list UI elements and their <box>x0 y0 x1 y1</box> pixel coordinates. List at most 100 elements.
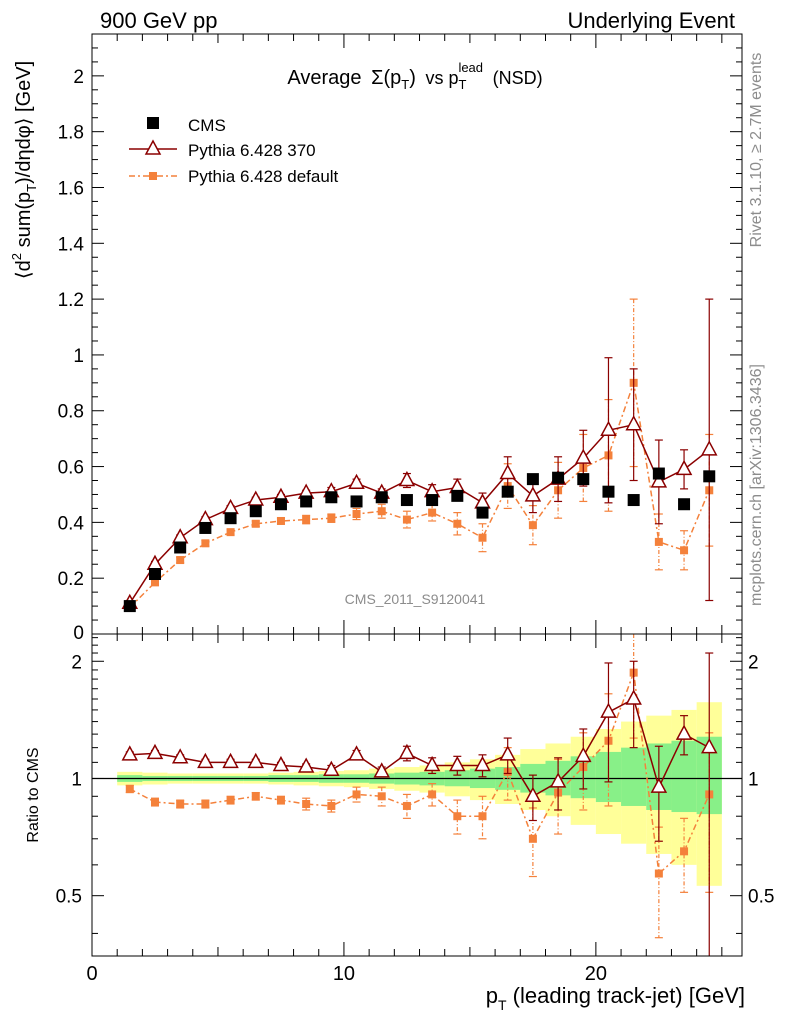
data-point-square <box>402 801 411 810</box>
data-point-triangle <box>247 752 265 769</box>
data-point-square <box>300 495 313 508</box>
data-point-square <box>302 515 311 524</box>
data-point-triangle <box>398 470 416 487</box>
data-point-square <box>428 508 437 517</box>
data-point-triangle <box>449 755 466 772</box>
data-point-square <box>251 792 260 801</box>
data-point-square <box>226 796 235 805</box>
data-point-triangle <box>474 755 491 772</box>
data-point-triangle <box>650 472 668 488</box>
series-line <box>129 382 710 609</box>
xtick-label: 0 <box>86 963 97 985</box>
data-point-triangle <box>398 743 416 760</box>
data-point-triangle <box>549 772 567 788</box>
data-point-triangle <box>272 755 290 772</box>
legend-cms-marker <box>147 117 159 129</box>
data-point-triangle <box>524 786 542 803</box>
data-point-triangle <box>575 448 592 464</box>
header-left: 900 GeV pp <box>100 8 217 33</box>
title-sigma-close: ) <box>409 67 416 89</box>
data-point-square <box>602 485 615 498</box>
data-point-triangle <box>675 724 693 740</box>
series-line <box>129 672 710 875</box>
lower-ytick-label-right: 1 <box>748 769 759 790</box>
data-point-square <box>654 869 663 878</box>
upper-ytick-label: 2 <box>73 67 84 88</box>
data-point-square <box>526 473 539 486</box>
upper-ytick-label: 1.2 <box>58 290 84 311</box>
title-sigma: Σ(p <box>371 67 401 89</box>
data-point-square <box>276 516 285 525</box>
data-point-triangle <box>423 755 441 772</box>
data-point-triangle <box>197 752 214 769</box>
title-vs-sub: T <box>458 77 466 92</box>
upper-ytick-label: 1.4 <box>58 234 85 255</box>
title-sigma-sub: T <box>401 77 409 92</box>
data-point-square <box>226 528 235 537</box>
upper-ytick-label: 0.6 <box>58 458 84 479</box>
lower-ytick-label-right: 2 <box>748 652 759 673</box>
data-point-square <box>123 600 136 613</box>
data-point-square <box>249 505 262 518</box>
data-point-square <box>375 491 388 504</box>
upper-panel: 0.20.40.60.811.21.41.61.820 Average Σ(pT… <box>9 33 743 644</box>
data-point-triangle <box>171 528 189 544</box>
data-point-square <box>125 784 134 793</box>
title-vs-sup: lead <box>458 60 483 75</box>
upper-ytick-label: 0.8 <box>58 402 84 423</box>
data-point-square <box>428 790 437 799</box>
data-point-square <box>703 470 716 483</box>
data-point-square <box>377 507 386 516</box>
data-point-triangle <box>171 748 189 764</box>
data-point-triangle <box>700 440 718 456</box>
data-point-square <box>174 541 187 554</box>
data-point-square <box>251 519 260 528</box>
data-point-triangle <box>121 745 139 761</box>
data-point-triangle <box>650 777 668 793</box>
data-point-square <box>654 537 663 546</box>
data-point-square <box>400 494 413 507</box>
data-point-square <box>680 546 689 555</box>
legend-py370-marker <box>144 139 162 155</box>
data-point-triangle <box>625 689 642 705</box>
data-point-square <box>201 799 210 808</box>
upper-ytick-label: 1.6 <box>58 178 84 199</box>
data-point-square <box>327 801 336 810</box>
data-point-square <box>627 494 640 507</box>
data-point-square <box>325 491 338 504</box>
legend-cms-label: CMS <box>188 116 226 135</box>
upper-ytick-label: 1.8 <box>58 123 84 144</box>
legend: CMS Pythia 6.428 370 Pythia 6.428 defaul… <box>129 116 339 186</box>
data-point-triangle <box>146 743 164 760</box>
data-point-square <box>577 473 590 486</box>
xtick-label: 20 <box>585 963 607 985</box>
rivet-label: Rivet 3.1.10, ≥ 2.7M events <box>748 53 765 248</box>
data-point-square <box>150 578 159 587</box>
data-point-square <box>478 812 487 821</box>
data-point-square <box>678 498 691 511</box>
watermark: CMS_2011_S9120041 <box>345 591 486 607</box>
data-point-triangle <box>600 420 617 437</box>
data-point-square <box>224 512 237 525</box>
legend-pydef-label: Pythia 6.428 default <box>188 167 339 186</box>
data-point-square <box>148 568 161 580</box>
data-point-triangle <box>675 459 693 476</box>
data-point-square <box>150 798 159 807</box>
data-point-triangle <box>499 463 516 480</box>
data-point-triangle <box>348 473 365 490</box>
lower-panel: 0.5 0.51 12 20 10 20 Ratio to CMS pT (leading… <box>25 633 774 1013</box>
title-vs: vs p <box>425 68 458 88</box>
header-right: Underlying Event <box>567 8 735 33</box>
data-point-triangle <box>373 762 390 778</box>
data-point-square <box>199 521 212 534</box>
data-point-triangle <box>323 760 340 776</box>
data-point-square <box>276 796 285 805</box>
upper-ytick-zero: 0 <box>73 623 84 644</box>
data-point-triangle <box>222 752 239 769</box>
data-point-square <box>652 467 665 480</box>
xtick-label: 10 <box>333 963 355 985</box>
data-point-square <box>176 556 185 565</box>
data-point-square <box>352 790 361 799</box>
series-line <box>129 423 710 604</box>
